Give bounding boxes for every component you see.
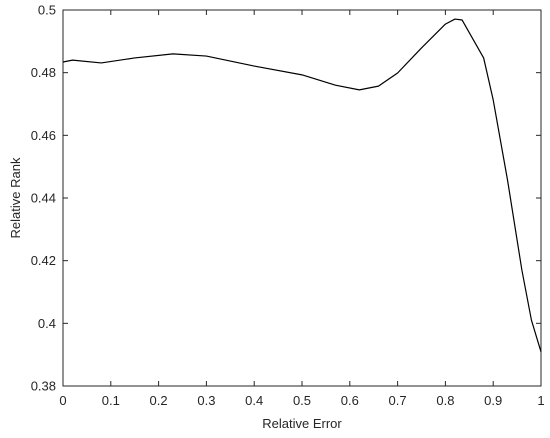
x-tick-label: 0.4 [245, 393, 263, 408]
x-axis-label: Relative Error [262, 416, 342, 431]
x-tick-label: 0.9 [484, 393, 502, 408]
x-tick-label: 0.2 [150, 393, 168, 408]
y-tick-label: 0.4 [38, 316, 56, 331]
plot-frame [62, 9, 542, 387]
x-tick-label: 1 [537, 393, 544, 408]
y-tick-label: 0.5 [38, 3, 56, 18]
x-tick-label: 0.3 [197, 393, 215, 408]
y-tick-label: 0.38 [31, 379, 56, 394]
data-line [62, 18, 542, 353]
y-tick-label: 0.48 [31, 65, 56, 80]
y-tick-label: 0.46 [31, 128, 56, 143]
x-tick-label: 0.5 [293, 393, 311, 408]
x-tick-label: 0.1 [102, 393, 120, 408]
x-tick-label: 0.8 [436, 393, 454, 408]
y-tick-label: 0.42 [31, 253, 56, 268]
y-tick-label: 0.44 [31, 191, 56, 206]
x-tick-label: 0.6 [341, 393, 359, 408]
y-axis-label: Relative Rank [8, 157, 23, 238]
x-tick-label: 0.7 [389, 393, 407, 408]
x-tick-label: 0 [59, 393, 66, 408]
